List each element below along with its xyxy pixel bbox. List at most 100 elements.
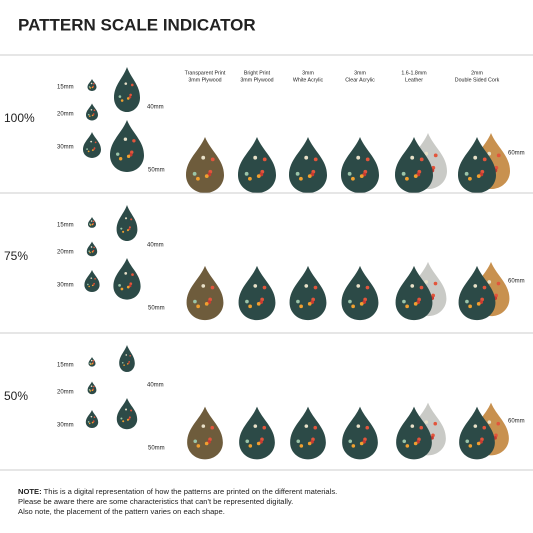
- pattern-dot: [413, 174, 418, 179]
- pattern-dot: [473, 155, 478, 160]
- pattern-dot: [402, 439, 407, 444]
- pattern-dot: [126, 418, 129, 421]
- teardrop: [86, 103, 98, 121]
- pattern-dot: [245, 299, 249, 304]
- pattern-dot: [359, 441, 364, 446]
- pattern-dot: [244, 171, 249, 176]
- pattern-dot: [482, 285, 487, 290]
- pattern-dot: [93, 246, 95, 249]
- pattern-dot: [299, 444, 304, 448]
- pattern-dot: [313, 157, 318, 162]
- pattern-dot: [356, 155, 361, 160]
- size-label: 50mm: [148, 168, 165, 174]
- pattern-dot: [410, 284, 415, 288]
- size-label: 30mm: [57, 283, 74, 289]
- pattern-dot: [307, 174, 312, 179]
- pattern-dot: [299, 304, 303, 309]
- note: Also note, the placement of the pattern …: [18, 507, 225, 516]
- teardrop: [238, 137, 276, 193]
- pattern-dot: [365, 285, 370, 290]
- pattern-dot: [262, 425, 267, 430]
- pattern-dot: [405, 176, 409, 181]
- pattern-dot: [473, 284, 478, 288]
- material-label: Transparent Print: [185, 70, 226, 76]
- pattern-dot: [413, 301, 418, 306]
- pattern-dot: [126, 229, 130, 232]
- pattern-dot: [476, 174, 481, 179]
- pattern-dot: [90, 82, 93, 85]
- teardrop: [116, 398, 138, 430]
- pattern-dot: [120, 287, 124, 291]
- teardrop: [87, 381, 97, 395]
- pattern-dot: [468, 176, 472, 181]
- material-label: White Acrylic: [293, 77, 324, 83]
- pattern-dot: [365, 425, 370, 430]
- pattern-dot: [90, 385, 93, 387]
- pattern-dot: [128, 95, 132, 99]
- material-label: Leather: [405, 77, 423, 83]
- scale-label: 100%: [4, 111, 35, 125]
- pattern-dot: [128, 228, 131, 231]
- pattern-dot: [476, 301, 481, 306]
- pattern-dot: [487, 280, 492, 284]
- pattern-dot: [196, 304, 200, 309]
- pattern-dot: [90, 246, 93, 248]
- pattern-dot: [90, 277, 93, 279]
- pattern-dot: [93, 109, 96, 112]
- pattern-dot: [88, 285, 90, 288]
- teardrop: [458, 265, 496, 321]
- pattern-dot: [465, 439, 470, 444]
- pattern-dot: [92, 385, 95, 388]
- teardrop: [87, 79, 97, 91]
- pattern-dot: [118, 283, 121, 287]
- pattern-dot: [356, 284, 361, 288]
- pattern-dot: [296, 299, 300, 304]
- pattern-dot: [210, 157, 215, 162]
- pattern-dot: [129, 354, 131, 357]
- pattern-dot: [413, 441, 418, 446]
- pattern-dot: [253, 424, 258, 428]
- material-label: 2mm: [471, 70, 483, 76]
- pattern-dot: [87, 421, 90, 423]
- pattern-dot: [405, 304, 409, 309]
- pattern-dot: [201, 424, 206, 428]
- teardrop: [113, 258, 141, 300]
- pattern-dot: [118, 95, 122, 98]
- pattern-dot: [256, 441, 261, 446]
- pattern-dot: [304, 284, 309, 288]
- pattern-dot: [419, 285, 424, 290]
- pattern-dot: [86, 148, 88, 150]
- pattern-dot: [124, 217, 128, 220]
- size-label: 30mm: [57, 423, 74, 429]
- teardrop: [396, 406, 432, 460]
- teardrop: [86, 241, 98, 257]
- pattern-dot: [351, 304, 355, 309]
- pattern-dot: [91, 114, 94, 117]
- pattern-dot: [122, 420, 125, 423]
- pattern-dot: [87, 113, 90, 116]
- size-label: 40mm: [147, 105, 164, 111]
- pattern-dot: [125, 408, 128, 411]
- pattern-dot: [88, 86, 91, 88]
- size-label: 50mm: [148, 306, 165, 312]
- material-label: 3mm: [354, 70, 366, 76]
- pattern-dot: [87, 150, 90, 153]
- pattern-dot: [313, 425, 318, 430]
- pattern-dot: [204, 301, 209, 306]
- pattern-dot: [94, 141, 97, 144]
- pattern-dot: [410, 155, 415, 160]
- teardrop: [88, 357, 96, 367]
- pattern-dot: [91, 86, 94, 89]
- pattern-dot: [307, 301, 312, 306]
- pattern-dot: [193, 439, 198, 444]
- pattern-dot: [89, 251, 91, 254]
- pattern-dot: [89, 223, 91, 225]
- size-label: 20mm: [57, 390, 74, 396]
- material-label: 3mm: [302, 70, 314, 76]
- scale-label: 50%: [4, 389, 28, 403]
- pattern-dot: [359, 174, 364, 179]
- pattern-dot: [90, 140, 93, 143]
- pattern-dot: [125, 354, 128, 356]
- pattern-dot: [365, 157, 370, 162]
- pattern-dot: [91, 389, 94, 392]
